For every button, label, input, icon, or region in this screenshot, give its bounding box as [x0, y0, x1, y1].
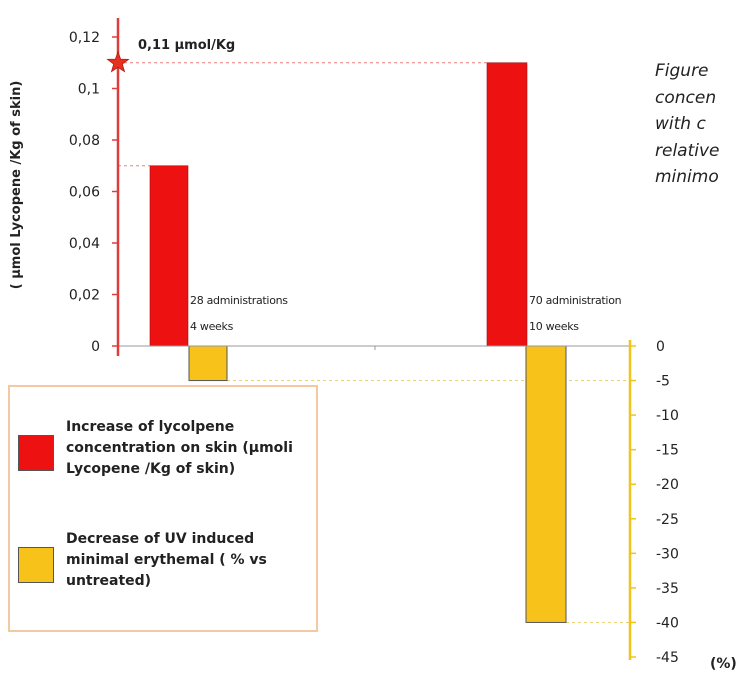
annotation-label: 0,11 µmol/Kg	[138, 38, 235, 53]
bar-lycopene	[486, 62, 528, 347]
category-label: 4 weeks	[190, 320, 234, 333]
legend-swatch-yellow	[18, 547, 54, 583]
legend-item-erythema: Decrease of UV induced minimal erythemal…	[18, 529, 306, 592]
bar-erythema	[525, 345, 567, 623]
left-tick-label: 0,02	[69, 288, 100, 304]
legend-label: Increase of lycolpene concentration on s…	[66, 419, 293, 477]
right-tick-label: -30	[656, 546, 679, 562]
right-tick-label: -40	[656, 615, 679, 631]
left-tick-label: 0,1	[78, 82, 100, 98]
legend-label: Decrease of UV induced minimal erythemal…	[66, 531, 267, 589]
category-label: 10 weeks	[529, 320, 579, 333]
right-tick-label: -5	[656, 374, 670, 390]
caption-line: relative	[655, 140, 720, 161]
category-label: 70 administration	[529, 294, 622, 307]
figure-caption: Figure concen with c relative minimo	[655, 58, 738, 191]
left-tick-label: 0,12	[69, 30, 100, 46]
caption-line: Figure	[655, 61, 709, 81]
right-tick-label: -25	[656, 512, 679, 528]
left-axis-label: ( µmol Lycopene /Kg of skin)	[9, 81, 24, 290]
right-tick-label: -45	[656, 650, 679, 666]
right-tick-label: -10	[656, 408, 679, 424]
right-tick-label: -35	[656, 581, 679, 597]
right-tick-label: 0	[656, 339, 665, 355]
right-axis-label: (%)	[710, 656, 737, 672]
left-tick-label: 0,06	[69, 185, 100, 201]
caption-line: minimo	[655, 167, 719, 187]
legend-item-lycopene: Increase of lycolpene concentration on s…	[18, 417, 306, 480]
legend: Increase of lycolpene concentration on s…	[8, 385, 318, 632]
left-tick-label: 0,04	[69, 236, 100, 252]
right-tick-label: -20	[656, 477, 679, 493]
legend-swatch-red	[18, 435, 54, 471]
bar-lycopene	[149, 165, 189, 347]
caption-line: concen	[655, 87, 717, 108]
right-tick-label: -15	[656, 443, 679, 459]
caption-line: with c	[655, 114, 706, 134]
annotation-star-icon	[106, 50, 130, 73]
left-tick-label: 0	[91, 339, 100, 355]
bar-erythema	[188, 345, 228, 382]
left-tick-label: 0,08	[69, 133, 100, 149]
category-label: 28 administrations	[190, 294, 288, 307]
